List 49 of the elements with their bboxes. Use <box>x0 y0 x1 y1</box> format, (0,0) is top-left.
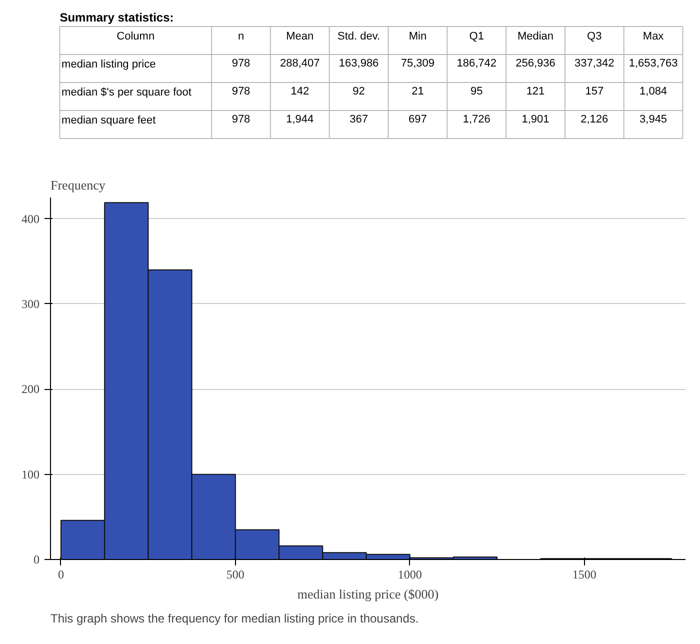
text: 21 <box>412 86 424 98</box>
text: Q3 <box>587 30 602 42</box>
text: 337,342 <box>574 58 614 70</box>
text: Max <box>642 30 664 42</box>
text: 978 <box>232 58 250 70</box>
text: 163,986 <box>338 58 379 70</box>
text: 75,309 <box>400 58 435 70</box>
y-tick-label: 0 <box>34 552 40 566</box>
text: Median <box>517 30 554 42</box>
x-tick-label: 0 <box>58 568 64 582</box>
text: median square feet <box>62 114 156 126</box>
x-tick-label: 500 <box>226 568 244 582</box>
text: median listing price <box>62 58 156 70</box>
text: Summary statistics: <box>60 10 174 24</box>
text: 1,901 <box>522 114 550 126</box>
text: Column <box>116 30 155 42</box>
text: 2,126 <box>580 114 608 126</box>
y-tick-label: 100 <box>22 467 40 482</box>
text: 186,742 <box>456 58 496 70</box>
text: 95 <box>470 86 483 98</box>
text: 1,653,763 <box>628 58 678 70</box>
text: 121 <box>526 86 545 98</box>
text: 1,084 <box>640 86 668 98</box>
text: 1,944 <box>286 114 314 126</box>
y-tick-label: 400 <box>22 212 40 226</box>
x-tick-label: 1500 <box>572 568 596 582</box>
text: 92 <box>352 86 365 98</box>
text: 978 <box>232 114 250 126</box>
text: Std. dev. <box>338 30 380 42</box>
text: 367 <box>350 114 368 126</box>
text: 288,407 <box>280 58 320 70</box>
text: 1,726 <box>462 114 490 126</box>
text: 157 <box>585 86 604 98</box>
text: Min <box>408 30 427 42</box>
text: This graph shows the frequency for median listing price in thousands. <box>50 612 419 626</box>
text: 978 <box>232 86 250 98</box>
text: Q1 <box>469 30 484 42</box>
text: 3,945 <box>640 114 668 126</box>
y-tick-label: 300 <box>22 296 40 311</box>
y-tick-label: 200 <box>22 382 40 396</box>
x-tick-label: 1000 <box>398 568 422 582</box>
text: 256,936 <box>516 58 556 70</box>
text: 697 <box>408 114 427 126</box>
text: 142 <box>290 86 310 98</box>
y-axis-title: Frequency <box>50 178 106 192</box>
text: n <box>238 30 244 42</box>
text: Mean <box>286 30 314 42</box>
x-axis-title: median listing price ($000) <box>297 586 439 602</box>
text: median $'s per square foot <box>62 86 192 98</box>
